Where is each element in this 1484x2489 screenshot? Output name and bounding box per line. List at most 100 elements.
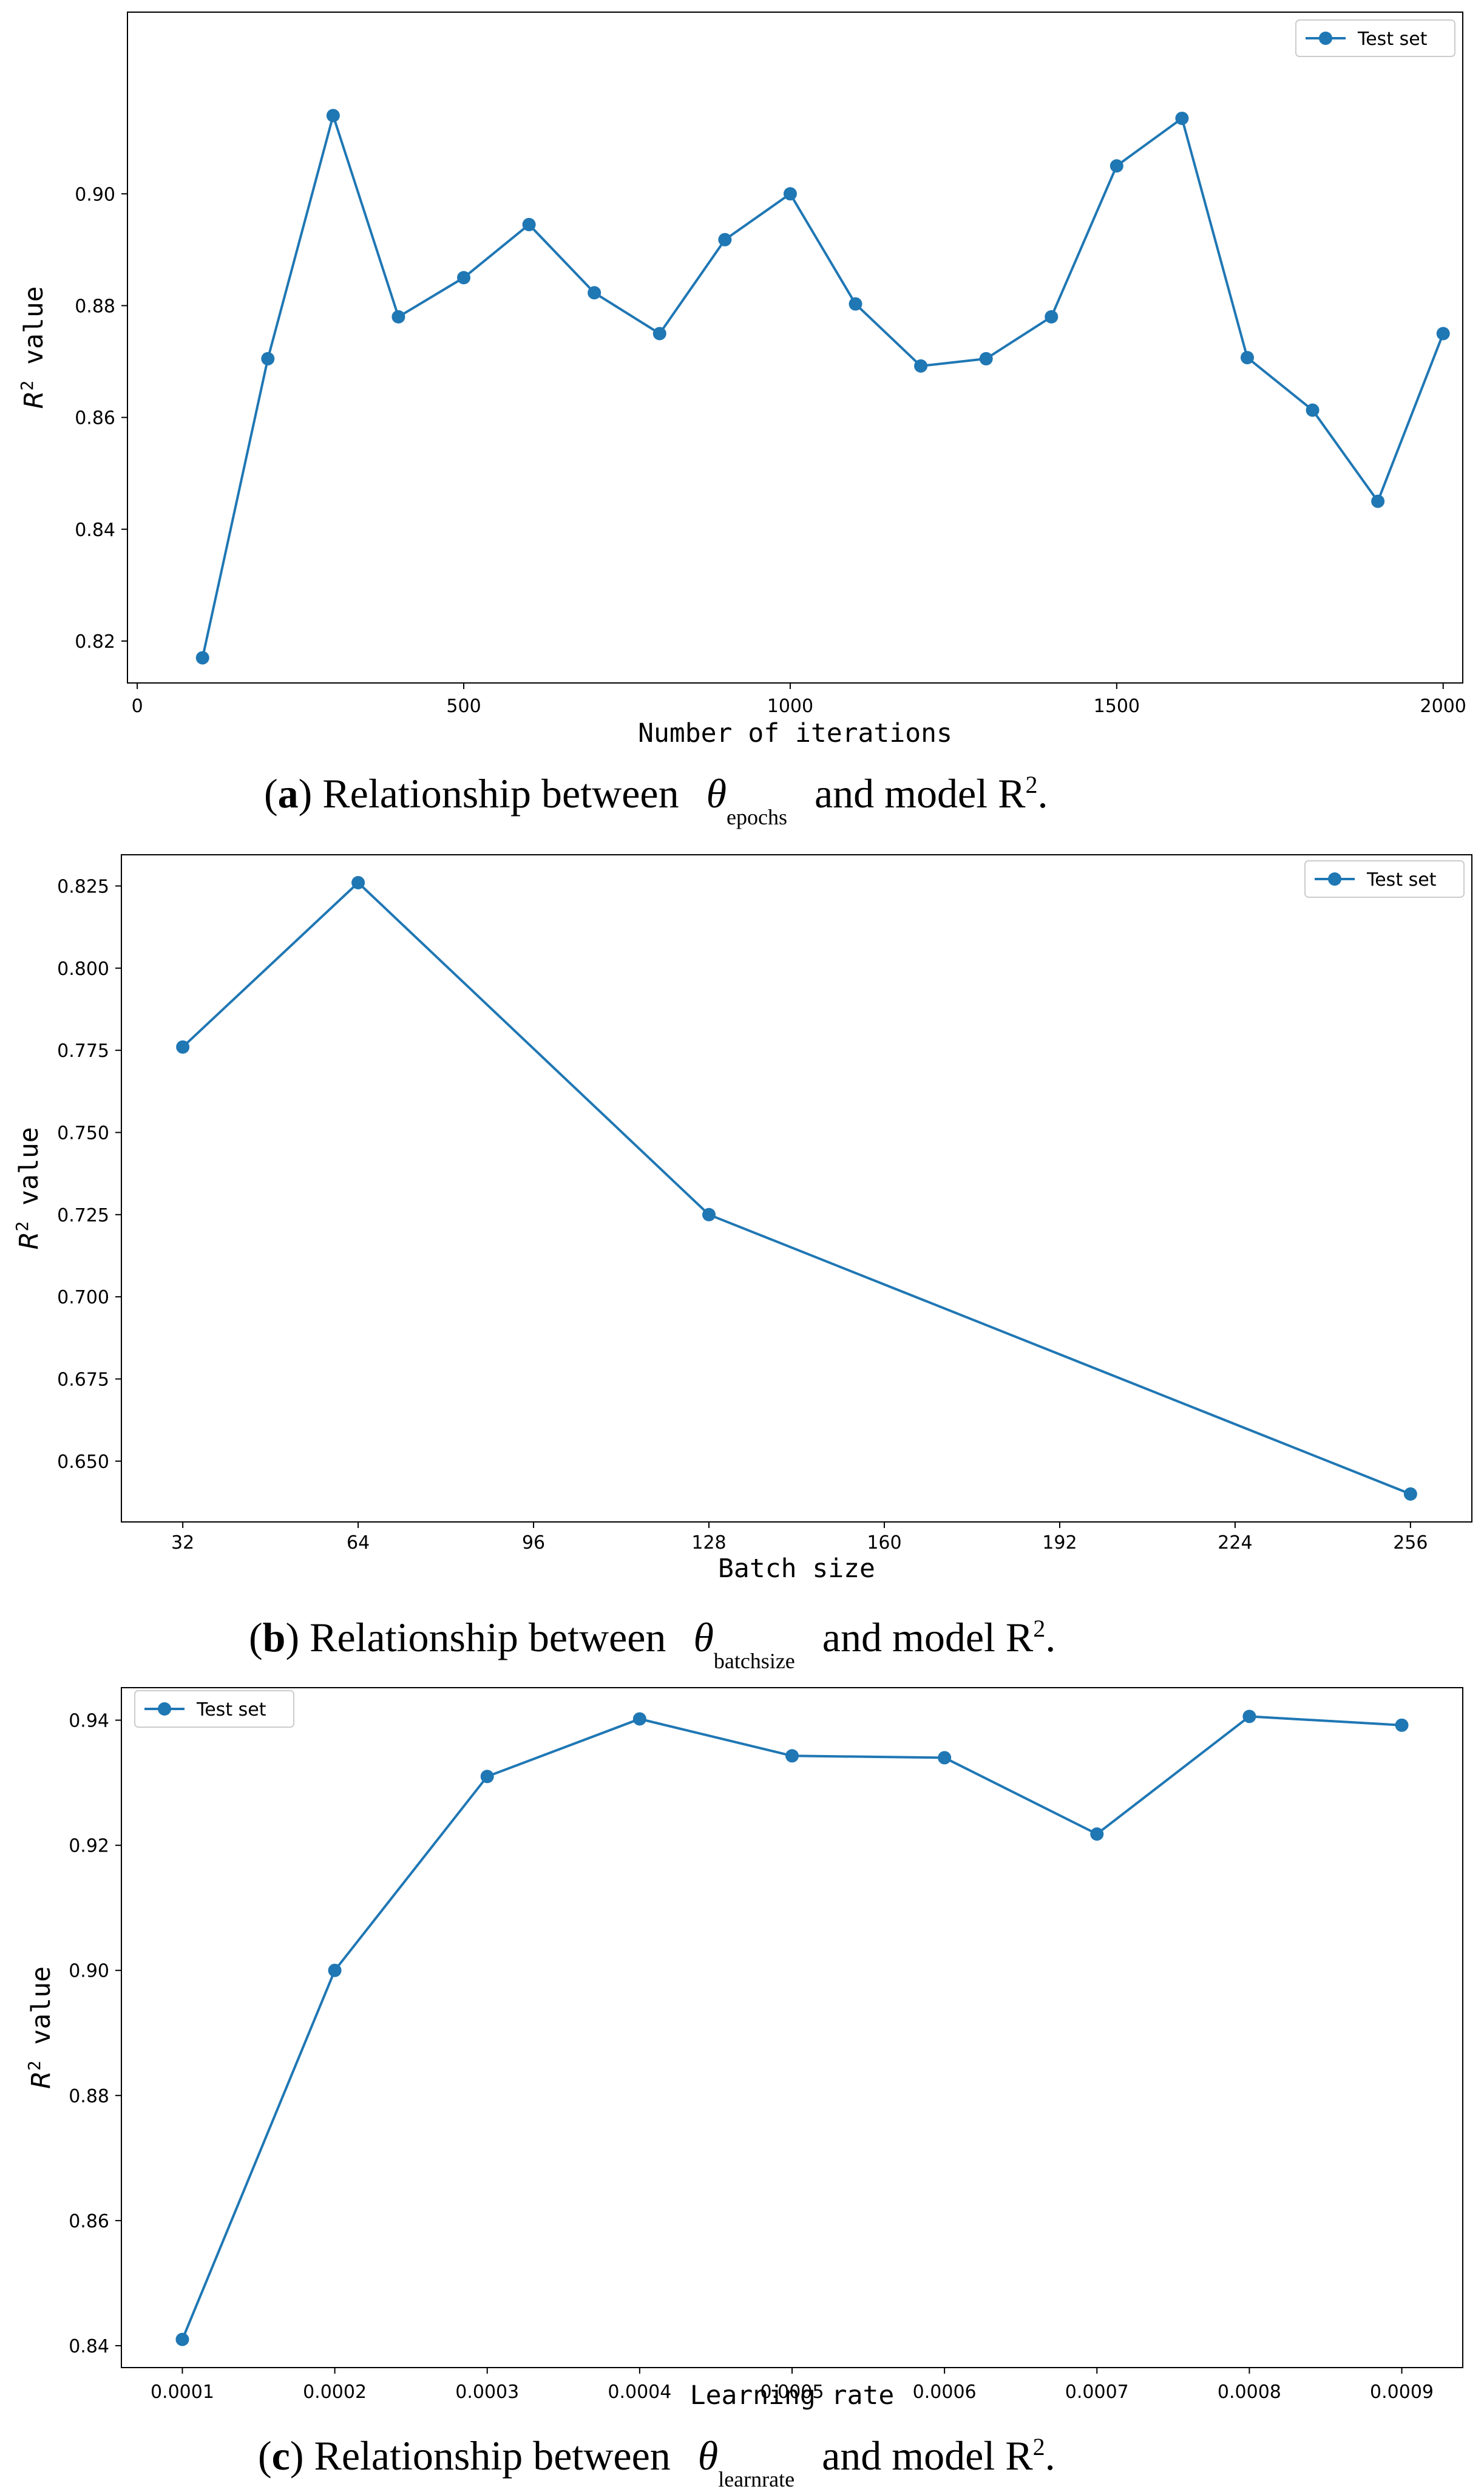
- caption-text-after: and model R: [822, 2433, 1033, 2479]
- x-tick-label: 0.0003: [455, 2382, 519, 2403]
- x-tick-label: 1000: [767, 696, 813, 717]
- data-point: [1371, 494, 1385, 508]
- data-point: [261, 351, 275, 365]
- caption-theta: θ: [706, 770, 727, 817]
- data-point: [979, 351, 993, 365]
- x-tick-label: 64: [347, 1532, 370, 1554]
- y-tick-label: 0.86: [69, 2211, 109, 2232]
- caption-open: (: [264, 770, 278, 817]
- x-tick-label: 128: [691, 1532, 726, 1554]
- caption-end: .: [1045, 2433, 1055, 2479]
- data-point: [914, 359, 928, 373]
- y-tick-label: 0.82: [75, 631, 115, 653]
- x-tick-label: 0.0009: [1370, 2382, 1434, 2403]
- caption-subscript: learnrate: [718, 2467, 795, 2489]
- x-tick-label: 0.0007: [1065, 2382, 1129, 2403]
- legend-box: [1295, 19, 1455, 57]
- caption-end: .: [1038, 770, 1048, 817]
- caption-theta: θ: [693, 1614, 713, 1660]
- y-axis-label-superscript: 2: [24, 2060, 44, 2071]
- data-point: [351, 876, 365, 890]
- x-axis-label: Batch size: [718, 1554, 875, 1584]
- caption-superscript: 2: [1033, 1615, 1045, 1642]
- caption-text-before: ) Relationship between: [285, 1614, 666, 1660]
- data-point: [702, 1207, 716, 1221]
- y-axis-label: R2 value: [17, 286, 49, 409]
- data-point: [1175, 111, 1189, 125]
- data-point: [457, 271, 471, 285]
- data-point: [652, 327, 666, 341]
- data-point: [326, 109, 340, 123]
- series-line: [201, 114, 1445, 659]
- data-point: [1403, 1487, 1417, 1501]
- panel-a: 0 500 1000 1500 2000 0.82 0.84 0.86 0.88 0.90 Numb…: [17, 12, 1466, 829]
- x-tick-label: 96: [522, 1532, 545, 1554]
- caption-superscript: 2: [1026, 771, 1038, 798]
- data-point: [783, 187, 797, 201]
- y-tick-label: 0.94: [69, 1711, 109, 1732]
- data-point: [1045, 310, 1059, 324]
- x-tick-label: 32: [171, 1532, 194, 1554]
- x-tick-label: 500: [446, 696, 481, 717]
- caption-subscript: epochs: [727, 805, 787, 829]
- y-tick-label: 0.750: [57, 1122, 109, 1144]
- caption-letter: a: [278, 770, 299, 817]
- x-tick-label: 0.0005: [761, 2382, 824, 2403]
- y-axis-label-superscript: 2: [17, 381, 37, 391]
- legend-marker: [1328, 872, 1341, 886]
- data-point: [176, 1040, 190, 1054]
- caption-text-after: and model R: [815, 770, 1026, 817]
- y-tick-label: 0.775: [57, 1041, 109, 1062]
- caption-letter: b: [263, 1614, 286, 1660]
- legend-marker: [1319, 32, 1332, 45]
- y-tick-label: 0.88: [69, 2086, 109, 2107]
- data-point: [785, 1749, 799, 1763]
- figure-caption: (a) Relationship between θepochs and model…: [264, 770, 1048, 829]
- caption-text-before: ) Relationship between: [290, 2433, 671, 2479]
- figure-caption: (c) Relationship between θlearnrate and mo…: [258, 2433, 1055, 2489]
- caption-theta: θ: [698, 2433, 718, 2479]
- x-tick-label: 192: [1042, 1532, 1077, 1554]
- y-tick-label: 0.725: [57, 1205, 109, 1226]
- data-point: [849, 297, 862, 311]
- data-point: [632, 1712, 646, 1726]
- y-tick-label: 0.92: [69, 1836, 109, 1857]
- x-tick-label: 0.0002: [303, 2382, 367, 2403]
- y-axis-label-symbol: R: [26, 2071, 56, 2089]
- data-point: [1436, 327, 1450, 341]
- caption-superscript: 2: [1033, 2433, 1045, 2460]
- caption-text-after: and model R: [822, 1614, 1034, 1660]
- x-tick-label: 256: [1393, 1532, 1428, 1554]
- y-axis-label-symbol: R: [19, 391, 49, 409]
- y-tick-label: 0.84: [75, 520, 115, 541]
- data-point: [588, 286, 601, 300]
- caption-end: .: [1045, 1614, 1055, 1660]
- caption-subscript: batchsize: [714, 1649, 795, 1673]
- data-point: [175, 2332, 189, 2346]
- y-tick-label: 0.650: [57, 1452, 109, 1473]
- y-tick-label: 0.90: [69, 1961, 109, 1982]
- legend-box: [134, 1690, 294, 1728]
- caption-letter: c: [272, 2433, 290, 2479]
- x-tick-label: 0.0008: [1218, 2382, 1281, 2403]
- data-point: [195, 651, 209, 665]
- y-axis-label-superscript: 2: [12, 1221, 32, 1232]
- data-point: [718, 233, 732, 246]
- data-point: [1240, 351, 1254, 365]
- legend-label: Test set: [196, 1699, 266, 1720]
- figure-caption: (b) Relationship between θbatchsize and mo…: [249, 1614, 1055, 1673]
- data-point: [391, 310, 405, 324]
- x-tick-label: 0.0006: [913, 2382, 977, 2403]
- data-point: [522, 217, 536, 231]
- caption-text-before: ) Relationship between: [299, 770, 679, 817]
- legend-marker: [158, 1702, 171, 1716]
- x-tick-label: 160: [867, 1532, 901, 1554]
- y-axis-label-text: value: [14, 1127, 44, 1221]
- y-tick-label: 0.88: [75, 296, 115, 317]
- x-tick-label: 0.0001: [151, 2382, 214, 2403]
- x-tick-label: 0: [132, 696, 143, 717]
- legend-box: [1304, 860, 1465, 898]
- data-point: [328, 1963, 342, 1977]
- y-tick-label: 0.800: [57, 959, 109, 980]
